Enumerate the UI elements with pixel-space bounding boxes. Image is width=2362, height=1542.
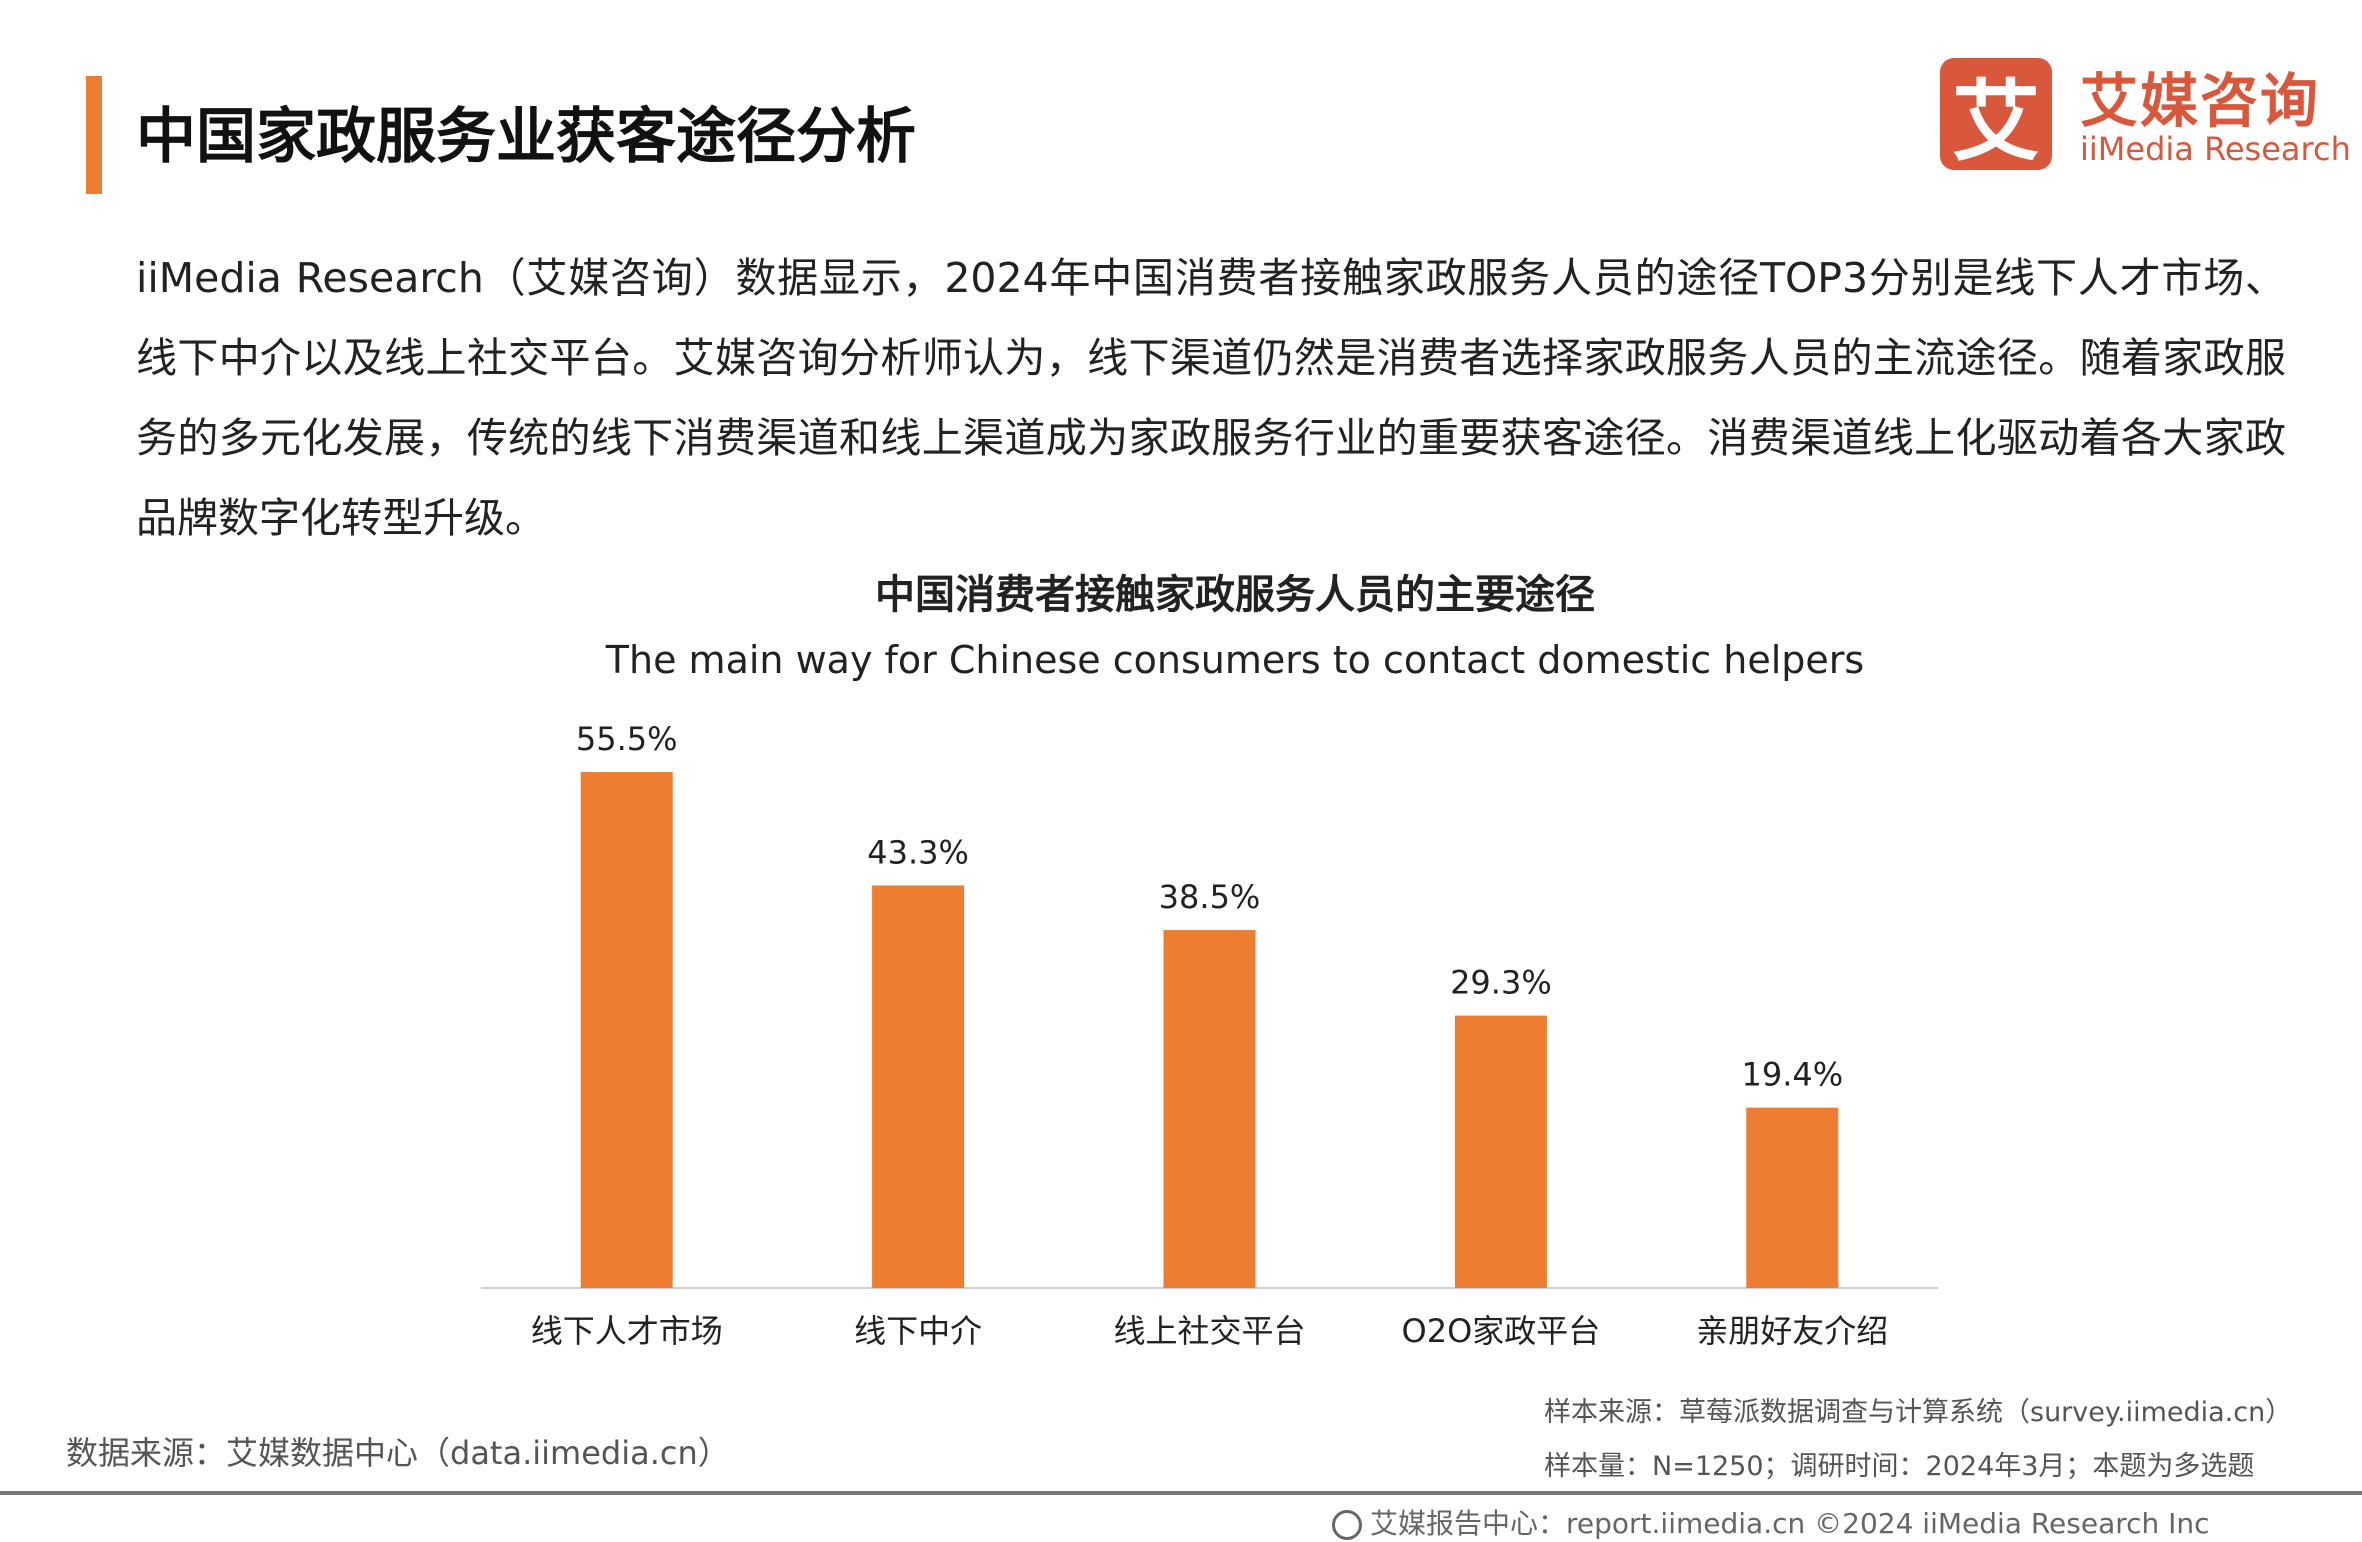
globe-icon — [1332, 1510, 1362, 1540]
sample-source: 样本来源：草莓派数据调查与计算系统（survey.iimedia.cn） — [1544, 1397, 2293, 1428]
logo-en-text: iiMedia Research — [2080, 130, 2351, 168]
title-accent-bar — [86, 76, 102, 194]
logo-mark: 艾 — [1940, 58, 2052, 173]
data-label: 29.3% — [1450, 964, 1552, 1002]
summary-paragraph: iiMedia Research（艾媒咨询）数据显示，2024年中国消费者接触家… — [136, 254, 2286, 542]
bar — [1746, 1107, 1839, 1288]
data-label: 19.4% — [1741, 1056, 1843, 1094]
bar — [580, 772, 673, 1288]
footer-report-text: 艾媒报告中心：report.iimedia.cn ©2024 iiMedia R… — [1370, 1507, 2210, 1540]
x-tick-label: 线下中介 — [854, 1312, 982, 1350]
x-tick-label: O2O家政平台 — [1402, 1312, 1601, 1350]
data-label: 38.5% — [1159, 878, 1261, 916]
chart-title: 中国消费者接触家政服务人员的主要途径 — [875, 572, 1595, 618]
x-tick-label: 线上社交平台 — [1113, 1312, 1305, 1350]
iimedia-logo: 艾 艾媒咨询 iiMedia Research — [1940, 58, 2360, 178]
page-title: 中国家政服务业获客途径分析 — [136, 102, 916, 172]
sample-info: 样本量：N=1250；调研时间：2024年3月；本题为多选题 — [1544, 1451, 2255, 1482]
data-source: 数据来源：艾媒数据中心（data.iimedia.cn） — [66, 1434, 730, 1472]
footer-divider — [0, 1491, 2362, 1495]
bar — [872, 885, 965, 1288]
bar — [1454, 1015, 1547, 1288]
chart-subtitle: The main way for Chinese consumers to co… — [605, 638, 1865, 682]
bar — [1163, 930, 1256, 1288]
data-label: 43.3% — [867, 833, 969, 871]
data-label: 55.5% — [576, 720, 678, 758]
logo-cn-text: 艾媒咨询 — [2080, 67, 2321, 135]
x-tick-label: 线下人才市场 — [531, 1312, 723, 1350]
footer-report: 艾媒报告中心：report.iimedia.cn ©2024 iiMedia R… — [1332, 1502, 2210, 1542]
x-tick-label: 亲朋好友介绍 — [1696, 1312, 1888, 1350]
